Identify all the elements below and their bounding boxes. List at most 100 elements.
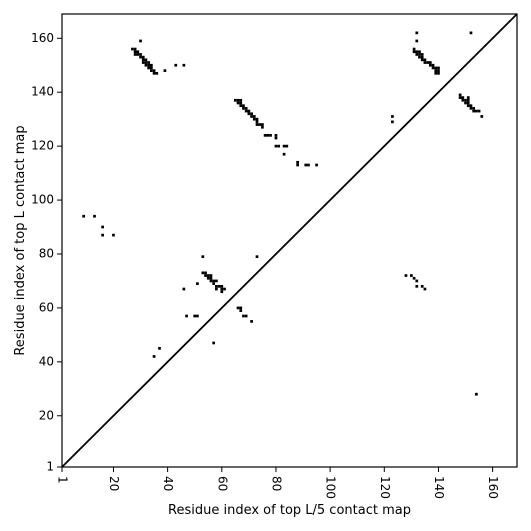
contact-point <box>437 66 440 70</box>
contact-point <box>269 133 272 137</box>
contact-point <box>415 50 419 54</box>
contact-point <box>93 214 96 218</box>
contact-point <box>437 71 440 75</box>
contact-point <box>252 115 256 118</box>
contact-point <box>258 123 262 126</box>
x-axis-label: Residue index of top L/5 contact map <box>168 503 411 518</box>
y-axis-label: Residue index of top L contact map <box>13 125 28 355</box>
x-tick-label: 20 <box>107 476 121 491</box>
contact-point <box>247 109 251 113</box>
contact-point <box>147 61 151 64</box>
contact-point <box>410 274 413 277</box>
contact-point <box>472 107 476 110</box>
contact-point <box>412 276 416 280</box>
contact-point <box>136 50 140 54</box>
contact-point <box>274 133 278 137</box>
contact-point <box>155 71 159 75</box>
contact-point <box>206 274 210 277</box>
contact-point <box>296 160 299 164</box>
contact-point <box>133 50 137 54</box>
contact-point <box>412 50 416 54</box>
contact-point <box>101 225 104 229</box>
contact-point <box>277 144 281 148</box>
y-tick-label: 20 <box>39 408 54 422</box>
contact-point <box>250 320 253 323</box>
y-tick-label: 120 <box>31 139 54 153</box>
contact-point <box>428 63 432 67</box>
contact-point <box>412 47 416 51</box>
y-tick-label: 40 <box>39 354 54 368</box>
contact-point <box>437 69 440 72</box>
contact-point <box>475 392 478 396</box>
contact-point <box>209 274 213 277</box>
contact-point <box>434 66 438 70</box>
contact-point <box>212 279 216 283</box>
contact-point <box>480 115 484 118</box>
contact-point <box>244 107 248 110</box>
contact-point <box>239 306 243 310</box>
contact-point <box>242 104 245 108</box>
contact-point <box>261 125 264 129</box>
contact-point <box>469 31 473 35</box>
plot-frame <box>61 13 518 468</box>
contact-point <box>244 314 248 318</box>
contact-point <box>415 53 419 56</box>
contact-point <box>220 287 224 291</box>
x-tick-label: 80 <box>269 476 283 491</box>
contact-point <box>418 55 421 59</box>
contact-point <box>423 58 427 62</box>
contact-point <box>274 144 278 148</box>
contact-point <box>415 284 419 288</box>
contact-point <box>223 287 226 291</box>
contact-point <box>466 101 470 105</box>
contact-point <box>163 69 167 72</box>
contact-point <box>174 63 178 67</box>
contact-point <box>185 314 188 318</box>
contact-point <box>147 66 151 70</box>
contact-point <box>431 63 435 67</box>
x-tick-label: 160 <box>486 476 500 499</box>
contact-point <box>266 133 270 137</box>
contact-point <box>472 109 476 113</box>
contact-point <box>255 255 259 259</box>
contact-point <box>196 314 199 318</box>
contact-point <box>475 109 478 113</box>
contact-point <box>415 279 419 283</box>
contact-point <box>404 274 408 277</box>
contact-point <box>150 63 153 67</box>
ticks-layer: 1 20 40 60 80 100 120 140 1601204060801001201401… <box>31 31 500 499</box>
contact-point <box>215 284 218 288</box>
contact-point <box>315 163 318 167</box>
contact-point <box>233 98 237 102</box>
contact-point <box>434 69 438 72</box>
contact-point <box>461 96 465 99</box>
x-tick-label: 120 <box>378 476 392 499</box>
contact-point <box>274 136 278 140</box>
contact-point <box>242 314 245 318</box>
contact-point <box>239 309 243 312</box>
x-tick-label: 40 <box>161 476 175 491</box>
y-tick-label: 100 <box>31 193 54 207</box>
contact-point <box>464 98 467 102</box>
contact-point <box>209 279 213 283</box>
contact-point <box>139 55 142 59</box>
contact-point <box>201 255 205 259</box>
contact-point <box>239 98 243 102</box>
contact-point <box>418 53 421 56</box>
y-tick-label: 60 <box>39 300 54 314</box>
contact-point <box>420 284 424 288</box>
contact-point <box>182 63 186 67</box>
contact-point <box>209 276 213 280</box>
contact-point <box>466 98 470 102</box>
contact-point <box>139 53 142 56</box>
contact-point <box>466 96 470 99</box>
contact-point <box>182 287 186 291</box>
contact-point <box>236 101 240 105</box>
data-points-layer <box>82 31 484 396</box>
contact-point <box>304 163 308 167</box>
contact-point <box>296 163 299 167</box>
contact-point <box>141 61 145 64</box>
contact-point <box>247 112 251 116</box>
y-tick-label: 140 <box>31 85 54 99</box>
